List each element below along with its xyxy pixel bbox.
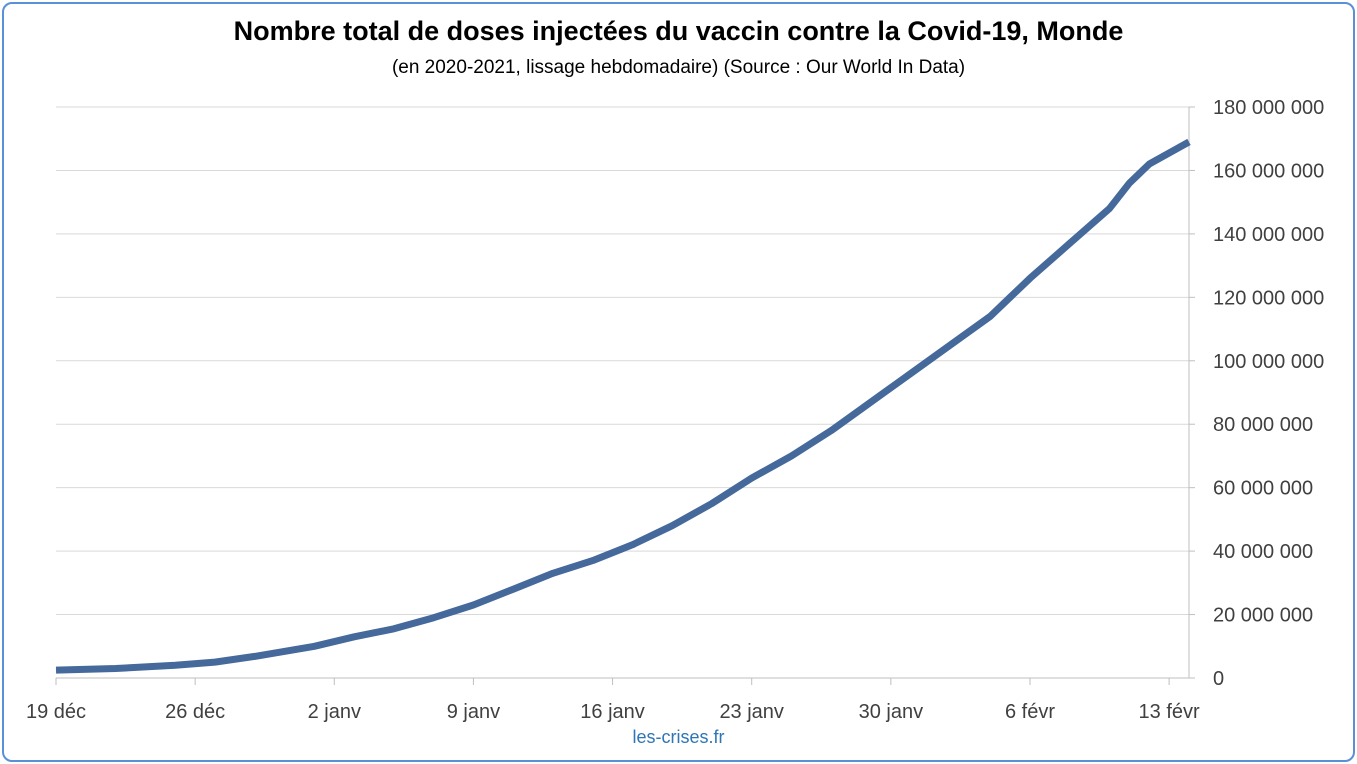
y-tick-label: 60 000 000 [1213,478,1313,500]
gridlines [56,106,1189,616]
y-tick-label: 100 000 000 [1213,351,1324,373]
x-tick-label: 2 janv [308,701,361,723]
x-tick-label: 26 déc [165,701,225,723]
y-tick-label: 0 [1213,668,1224,690]
source-credit: les-crises.fr [632,727,725,747]
series-line [55,138,1191,674]
x-tick-label: 19 déc [26,701,86,723]
chart-title: Nombre total de doses injectées du vacci… [233,16,1124,46]
y-tick-label: 180 000 000 [1213,97,1324,119]
y-tick-label: 20 000 000 [1213,605,1313,627]
y-tick-labels: 0 20 000 000 40 000 000 60 000 000 80 000 00… [1213,97,1324,690]
y-tick-label: 140 000 000 [1213,224,1324,246]
x-tick-label: 6 févr [1005,701,1055,723]
y-tick-label: 160 000 000 [1213,160,1324,182]
y-tick-label: 120 000 000 [1213,287,1324,309]
x-tick-label: 23 janv [719,701,784,723]
x-tick-labels: 19 déc 26 déc 2 janv 9 janv 16 janv 23 janv 30… [26,701,1200,723]
chart-subtitle: (en 2020-2021, lissage hebdomadaire) (So… [391,57,966,78]
y-tick-label: 80 000 000 [1213,414,1313,436]
x-tick-label: 13 févr [1139,701,1200,723]
x-tick-label: 9 janv [447,701,500,723]
y-tick-label: 40 000 000 [1213,541,1313,563]
series-layer [55,138,1191,674]
x-tick-label: 30 janv [859,701,924,723]
axes [55,106,1195,685]
x-tick-label: 16 janv [580,701,645,723]
